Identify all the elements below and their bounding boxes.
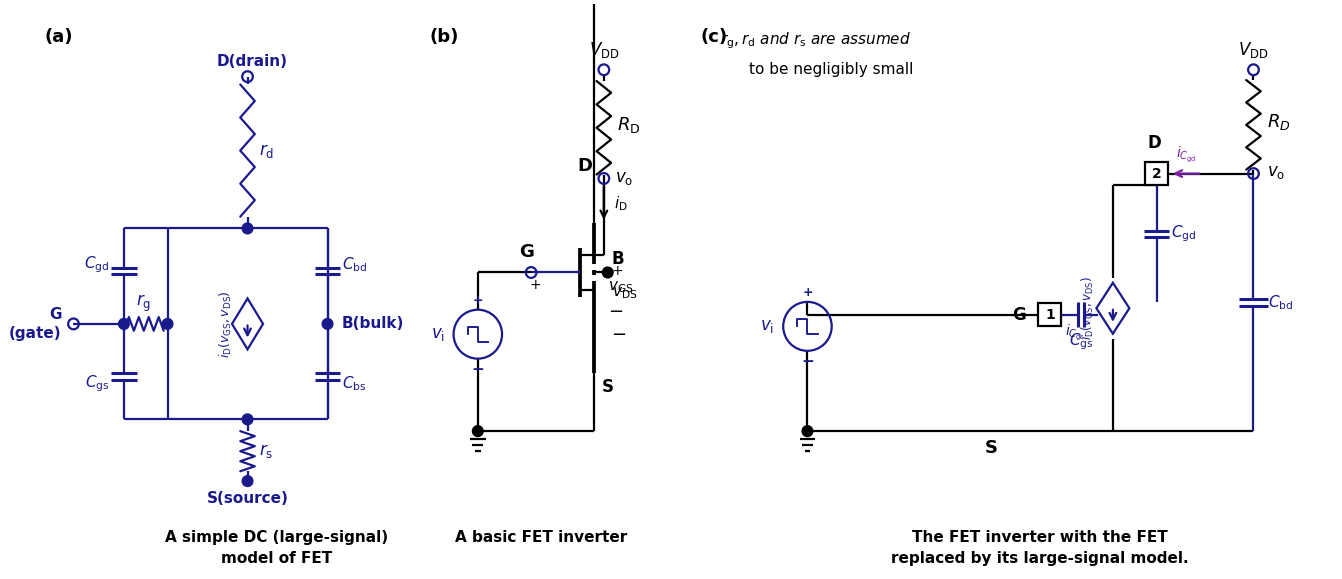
Text: $i_{C_{\rm gd}}$: $i_{C_{\rm gd}}$ — [1176, 144, 1196, 164]
Circle shape — [118, 318, 129, 329]
Text: S(source): S(source) — [207, 491, 289, 506]
Text: $i_{\rm D}(v_{\rm GS},v_{\rm DS})$: $i_{\rm D}(v_{\rm GS},v_{\rm DS})$ — [1079, 276, 1095, 340]
Text: B: B — [612, 250, 624, 267]
Text: $v_{\rm i}$: $v_{\rm i}$ — [761, 317, 774, 335]
Text: (b): (b) — [429, 28, 459, 46]
Text: A basic FET inverter: A basic FET inverter — [455, 530, 627, 545]
Text: −: − — [608, 303, 623, 321]
Text: 2: 2 — [1151, 167, 1161, 181]
Text: G
(gate): G (gate) — [9, 307, 62, 340]
Text: $C_{\rm gs}$: $C_{\rm gs}$ — [1068, 331, 1094, 352]
Text: $i_{\rm D}(v_{\rm GS},v_{\rm DS})$: $i_{\rm D}(v_{\rm GS},v_{\rm DS})$ — [219, 290, 235, 358]
Text: +: + — [529, 278, 541, 292]
Circle shape — [322, 318, 333, 329]
Text: $V_{\rm DD}$: $V_{\rm DD}$ — [589, 40, 619, 60]
Text: (a): (a) — [44, 28, 72, 46]
Text: $v_{\rm i}$: $v_{\rm i}$ — [431, 325, 444, 343]
Circle shape — [603, 267, 613, 278]
Text: $v_{\rm GS}$: $v_{\rm GS}$ — [608, 279, 633, 295]
Text: −: − — [612, 326, 627, 344]
Text: $C_{\rm bs}$: $C_{\rm bs}$ — [342, 374, 366, 393]
Text: −: − — [801, 354, 813, 369]
Text: −: − — [471, 362, 484, 376]
Text: D: D — [577, 156, 592, 174]
Text: $i_{\rm D}$: $i_{\rm D}$ — [613, 194, 627, 213]
Text: 1: 1 — [1045, 307, 1055, 321]
Text: G: G — [1012, 306, 1025, 324]
Text: $r_{\rm d}$: $r_{\rm d}$ — [259, 142, 274, 160]
Text: B(bulk): B(bulk) — [342, 316, 404, 331]
Text: $v_{\rm o}$: $v_{\rm o}$ — [1267, 163, 1286, 181]
Text: G: G — [519, 243, 534, 261]
Text: D: D — [1147, 134, 1161, 152]
Text: to be negligibly small: to be negligibly small — [749, 62, 914, 77]
Text: A simple DC (large-signal)
model of FET: A simple DC (large-signal) model of FET — [165, 530, 388, 566]
Text: D(drain): D(drain) — [217, 54, 289, 69]
Circle shape — [242, 476, 252, 486]
Text: $C_{\rm bd}$: $C_{\rm bd}$ — [342, 255, 368, 274]
Circle shape — [242, 414, 252, 425]
Text: $C_{\rm bd}$: $C_{\rm bd}$ — [1268, 293, 1294, 312]
Text: $C_{\rm gd}$: $C_{\rm gd}$ — [85, 254, 109, 274]
Text: $r_{\rm s}$: $r_{\rm s}$ — [259, 442, 274, 460]
Circle shape — [803, 426, 813, 437]
Text: $i_{C_{\rm gs}}$: $i_{C_{\rm gs}}$ — [1066, 323, 1086, 342]
Text: The FET inverter with the FET
replaced by its large-signal model.: The FET inverter with the FET replaced b… — [891, 530, 1189, 566]
Text: S: S — [985, 439, 998, 457]
Text: (c): (c) — [701, 28, 727, 46]
Text: +: + — [472, 294, 483, 307]
Text: S: S — [603, 378, 613, 396]
Circle shape — [162, 318, 173, 329]
Text: $v_{\rm DS}$: $v_{\rm DS}$ — [612, 285, 637, 301]
Text: $R_{\rm D}$: $R_{\rm D}$ — [617, 115, 641, 135]
Text: $C_{\rm gs}$: $C_{\rm gs}$ — [85, 373, 109, 394]
Text: $r_{\rm g}$: $r_{\rm g}$ — [136, 293, 152, 314]
Circle shape — [472, 426, 483, 437]
FancyBboxPatch shape — [1039, 303, 1062, 327]
Text: $v_{\rm o}$: $v_{\rm o}$ — [616, 170, 633, 188]
FancyBboxPatch shape — [1145, 162, 1168, 185]
Text: $V_{\rm DD}$: $V_{\rm DD}$ — [1239, 40, 1268, 60]
Text: $R_D$: $R_D$ — [1267, 112, 1291, 133]
Circle shape — [242, 223, 252, 234]
Text: $C_{\rm gd}$: $C_{\rm gd}$ — [1172, 223, 1196, 244]
Text: +: + — [803, 286, 813, 299]
Text: +: + — [612, 263, 623, 277]
Text: $r_{\rm g},r_{\rm d}$ and $r_{\rm s}$ are assumed: $r_{\rm g},r_{\rm d}$ and $r_{\rm s}$ ar… — [721, 31, 911, 51]
